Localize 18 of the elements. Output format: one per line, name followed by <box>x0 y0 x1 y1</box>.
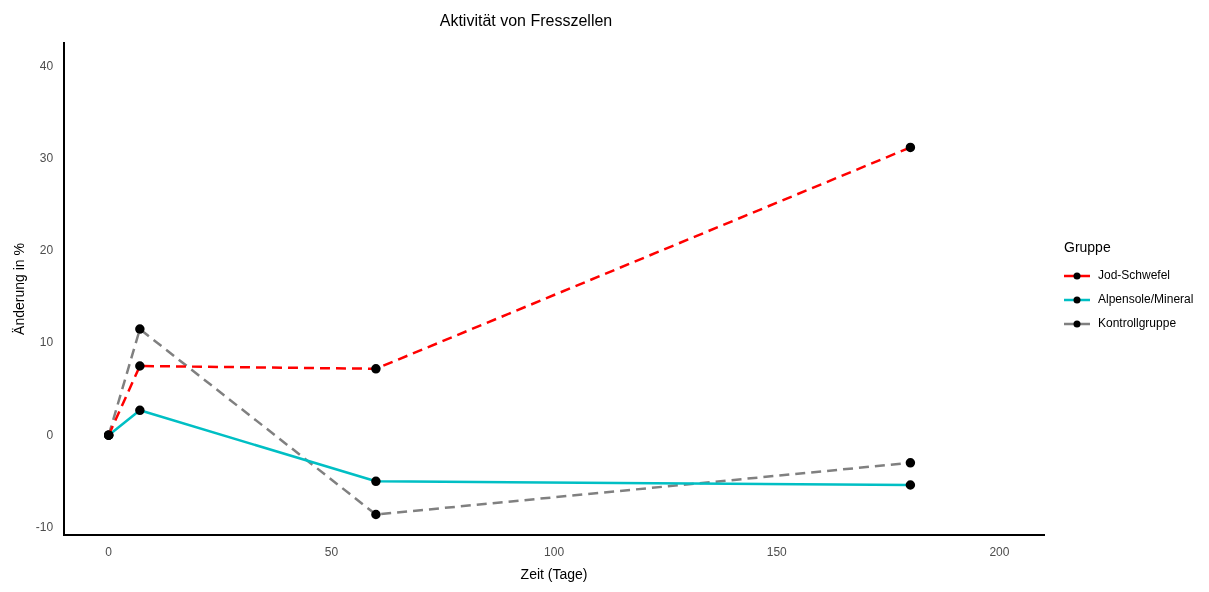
y-tick-label: 0 <box>46 427 54 442</box>
y-tick-label: -10 <box>35 519 54 534</box>
y-tick-label: 30 <box>39 150 54 165</box>
y-tick-label: 40 <box>39 58 54 73</box>
legend-label: Jod-Schwefel <box>1098 268 1171 283</box>
chart-title: Aktivität von Fresszellen <box>439 12 613 30</box>
x-tick-label: 200 <box>989 545 1010 560</box>
x-tick-label: 150 <box>766 545 788 560</box>
x-tick-label: 0 <box>105 545 113 560</box>
y-tick-label: 20 <box>39 243 54 258</box>
legend-title: Gruppe <box>1064 238 1111 255</box>
y-tick-label: 10 <box>39 335 54 350</box>
legend-label: Alpensole/Mineral <box>1098 292 1194 307</box>
y-axis-title: Änderung in % <box>11 243 28 335</box>
x-axis-title: Zeit (Tage) <box>520 566 588 583</box>
legend-label: Kontrollgruppe <box>1098 316 1177 331</box>
x-tick-label: 100 <box>544 545 565 560</box>
x-tick-label: 50 <box>324 545 339 560</box>
